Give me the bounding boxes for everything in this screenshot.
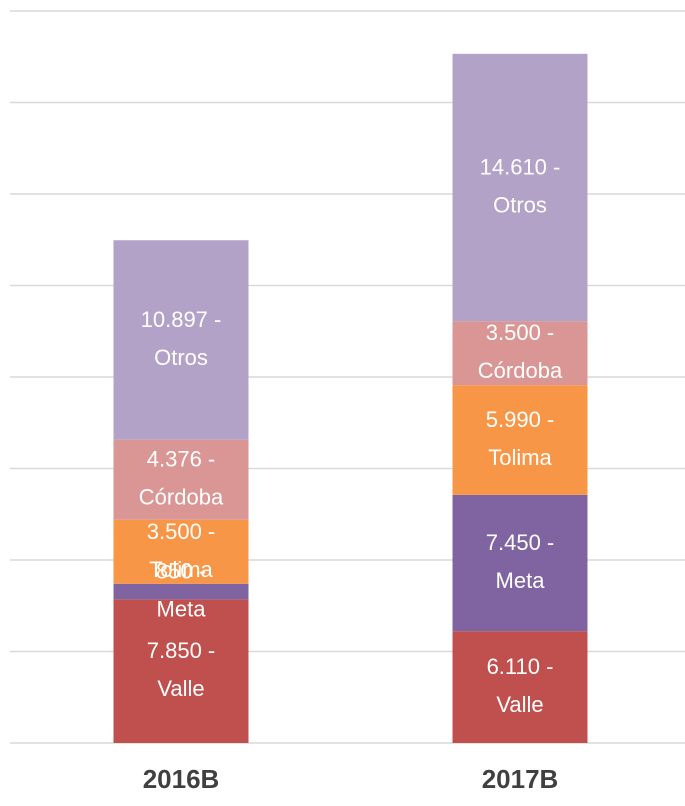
data-label-line: Córdoba — [139, 485, 224, 510]
data-label: 7.450 - Meta — [486, 530, 555, 593]
bar-segment — [113, 583, 249, 600]
data-label-line: 7.850 - — [147, 638, 216, 663]
x-tick-label: 2016B — [143, 764, 220, 794]
data-label: 14.610 - Otros — [480, 154, 561, 217]
data-label-line: Córdoba — [478, 358, 563, 383]
data-label-line: Otros — [154, 345, 208, 370]
data-label: 10.897 - Otros — [141, 307, 222, 370]
data-label-line: Valle — [157, 676, 204, 701]
bar-segment — [452, 494, 588, 632]
data-label-line: 4.376 - — [147, 447, 216, 472]
data-label-line: 850 - — [156, 558, 206, 583]
data-label-line: 3.500 - — [486, 320, 555, 345]
data-label: 7.850 - Valle — [147, 638, 216, 701]
data-label: 3.500 - Tolima — [147, 519, 216, 582]
data-label-line: Tolima — [149, 557, 213, 582]
data-label: 6.110 - Valle — [487, 654, 554, 717]
data-label-line: Tolima — [488, 445, 552, 470]
bar-segment — [452, 321, 588, 386]
bar-segment — [113, 519, 249, 584]
bar-segment — [113, 599, 249, 743]
data-label-line: Meta — [496, 568, 546, 593]
data-label-line: 3.500 - — [147, 519, 216, 544]
data-label: 5.990 - Tolima — [486, 407, 555, 470]
data-label: 3.500 - Córdoba — [478, 320, 563, 383]
bar-segment — [452, 631, 588, 743]
x-tick-label: 2017B — [482, 764, 559, 794]
data-label-line: 10.897 - — [141, 307, 222, 332]
data-label: 4.376 - Córdoba — [139, 447, 224, 510]
data-label-line: Otros — [493, 192, 547, 217]
data-label-line: 5.990 - — [486, 407, 555, 432]
data-label-line: 14.610 - — [480, 154, 561, 179]
bar-segment — [452, 385, 588, 495]
data-label: 850 - Meta — [156, 558, 206, 621]
bar-segment — [113, 240, 249, 440]
bar-segment — [113, 439, 249, 520]
data-label-line: 6.110 - — [487, 654, 554, 679]
bar-segment — [452, 53, 588, 322]
data-label-line: 7.450 - — [486, 530, 555, 555]
data-label-line: Valle — [496, 692, 543, 717]
data-label-line: Meta — [157, 596, 207, 621]
